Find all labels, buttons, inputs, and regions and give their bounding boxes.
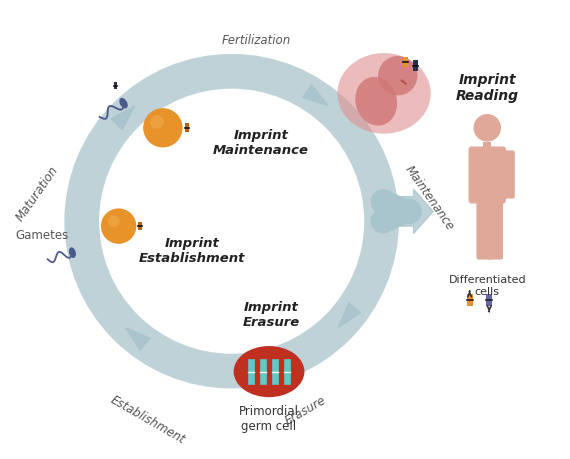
Text: Differentiated
cells: Differentiated cells — [449, 275, 526, 297]
Text: Imprint
Establishment: Imprint Establishment — [139, 237, 246, 265]
Circle shape — [378, 56, 417, 95]
Circle shape — [143, 108, 182, 147]
Bar — [260, 359, 266, 384]
Text: Imprint
Erasure: Imprint Erasure — [242, 301, 300, 329]
Circle shape — [108, 215, 120, 227]
Bar — [185, 123, 189, 132]
Bar — [467, 294, 473, 306]
Bar — [114, 82, 117, 90]
Polygon shape — [303, 85, 328, 106]
Bar — [483, 141, 491, 150]
Bar — [272, 359, 278, 384]
Text: Imprint
Maintenance: Imprint Maintenance — [213, 129, 309, 157]
Text: Primordial
germ cell: Primordial germ cell — [239, 405, 299, 433]
Ellipse shape — [355, 77, 397, 126]
FancyBboxPatch shape — [486, 199, 503, 259]
Bar — [413, 61, 418, 71]
Text: Gametes: Gametes — [15, 230, 68, 242]
Circle shape — [150, 115, 164, 129]
Bar — [249, 359, 254, 384]
Text: Fertilization: Fertilization — [222, 34, 291, 47]
Bar — [403, 56, 408, 67]
Bar — [139, 222, 142, 230]
Polygon shape — [339, 303, 361, 327]
Text: Maintenance: Maintenance — [402, 163, 457, 233]
Text: Establishment: Establishment — [108, 393, 188, 447]
Ellipse shape — [337, 53, 431, 134]
Text: Maturation: Maturation — [14, 163, 61, 224]
Circle shape — [474, 114, 501, 141]
Bar — [284, 359, 290, 384]
Ellipse shape — [119, 98, 128, 108]
Polygon shape — [111, 106, 135, 129]
Ellipse shape — [69, 247, 76, 258]
Polygon shape — [125, 328, 150, 350]
Ellipse shape — [234, 346, 304, 397]
FancyBboxPatch shape — [469, 146, 506, 203]
Text: Imprint
Reading: Imprint Reading — [456, 73, 519, 103]
FancyBboxPatch shape — [501, 151, 515, 199]
FancyArrow shape — [399, 189, 433, 234]
Text: Erasure: Erasure — [283, 393, 328, 427]
Circle shape — [101, 208, 136, 244]
Bar — [486, 294, 492, 306]
FancyBboxPatch shape — [477, 199, 493, 259]
FancyBboxPatch shape — [470, 151, 483, 199]
